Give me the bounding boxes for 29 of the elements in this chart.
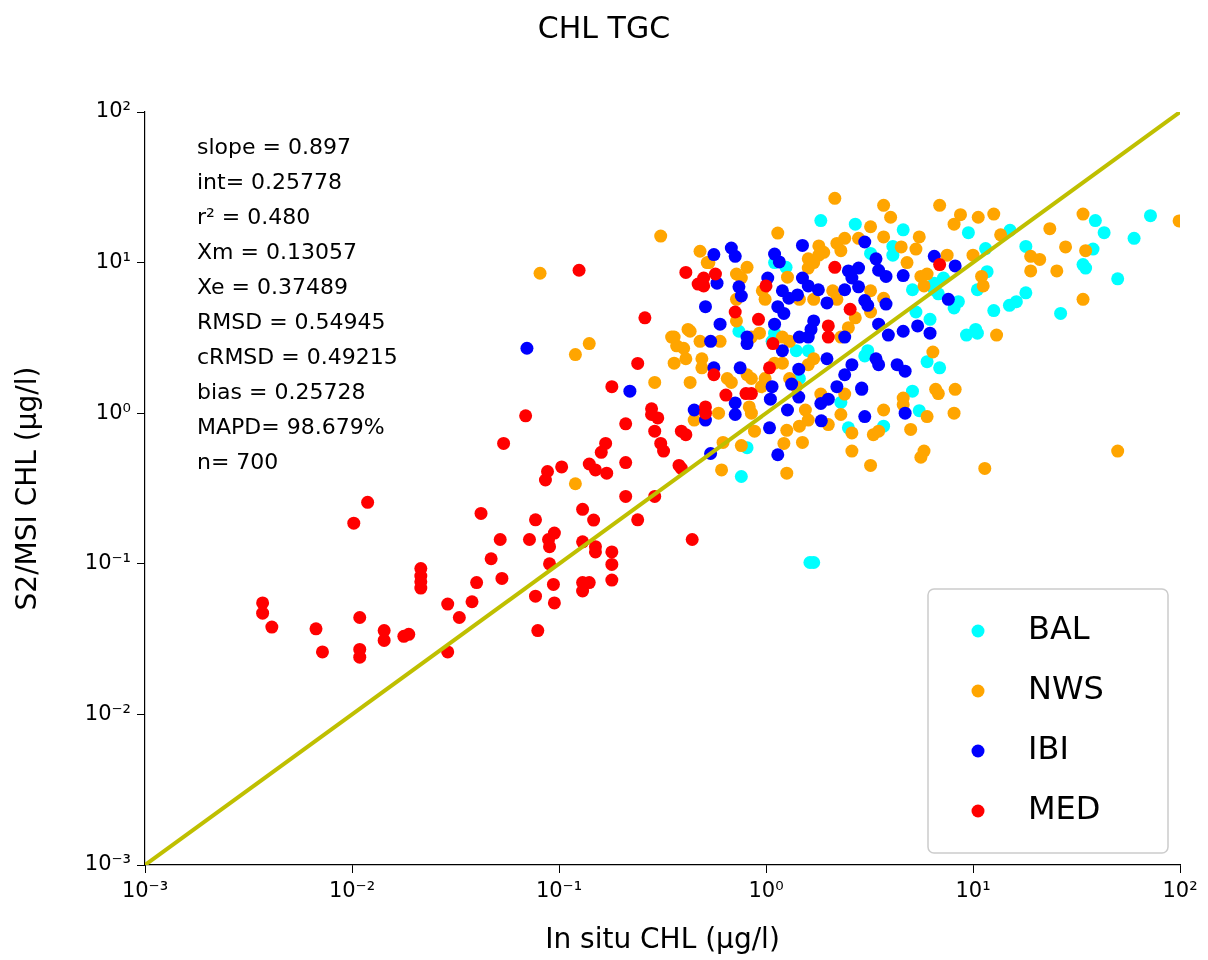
annotation: n= 700 (197, 448, 279, 474)
annotation: Xe = 0.37489 (197, 273, 349, 299)
x-tick-label: 10⁻¹ (535, 878, 583, 903)
x-tick-label: 10⁻² (328, 878, 376, 903)
annotation: int= 0.25778 (197, 168, 343, 194)
annotation: cRMSD = 0.49215 (197, 343, 398, 369)
legend-label: IBI (1028, 729, 1069, 768)
y-tick-label: 10⁻³ (84, 851, 131, 876)
legend-label: BAL (1028, 609, 1090, 648)
annotation: MAPD= 98.679% (197, 413, 385, 439)
y-tick-label: 10² (95, 98, 131, 123)
x-tick-label: 10¹ (955, 878, 991, 903)
x-tick-label: 10² (1162, 878, 1198, 903)
chart-title: CHL TGC (537, 9, 671, 45)
annotation: r² = 0.480 (197, 203, 311, 229)
y-tick-label: 10⁻² (84, 700, 131, 725)
x-tick-label: 10⁰ (748, 878, 784, 903)
y-tick-label: 10¹ (95, 249, 131, 274)
annotation: bias = 0.25728 (197, 378, 366, 404)
y-axis-title: S2/MSI CHL (µg/l) (10, 366, 44, 611)
y-tick-label: 10⁰ (95, 399, 131, 424)
annotation: slope = 0.897 (197, 133, 351, 159)
legend-label: MED (1028, 789, 1101, 828)
annotation: RMSD = 0.54945 (197, 308, 386, 334)
x-tick-label: 10⁻³ (121, 878, 169, 903)
y-tick-label: 10⁻¹ (84, 550, 131, 575)
annotation: Xm = 0.13057 (197, 238, 357, 264)
x-axis-title: In situ CHL (µg/l) (545, 922, 780, 956)
legend-label: NWS (1028, 669, 1104, 708)
